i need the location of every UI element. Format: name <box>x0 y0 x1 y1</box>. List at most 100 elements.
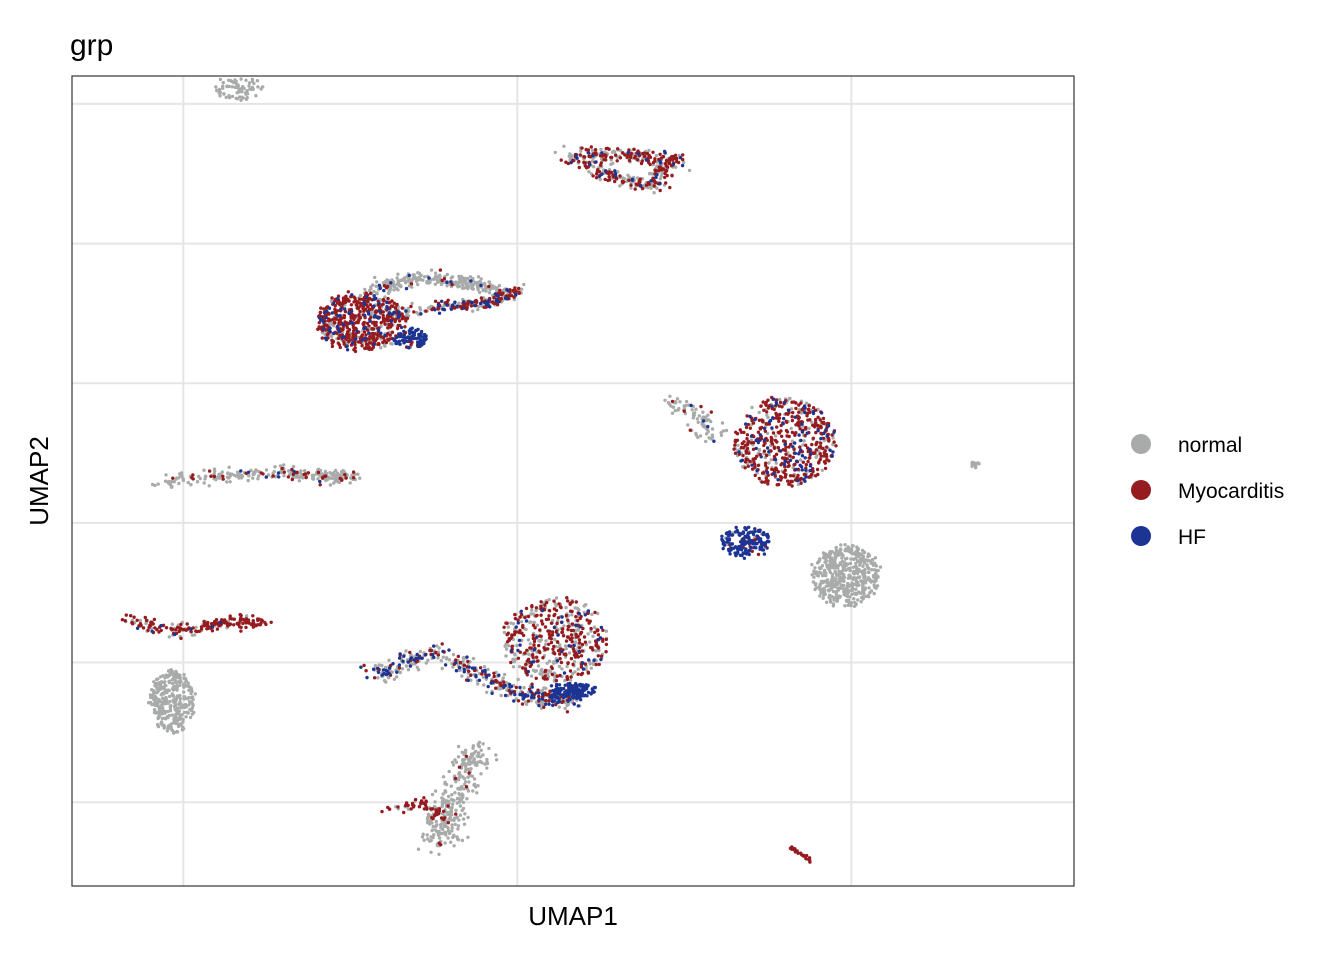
point-myocarditis-c3-arm <box>517 286 521 291</box>
point-normal-c7-stem <box>448 816 452 820</box>
point-myocarditis-c2 <box>670 154 674 159</box>
point-normal-c8-left <box>684 399 689 404</box>
point-myocarditis-c3 <box>371 331 375 336</box>
point-myocarditis-c6 <box>578 641 582 645</box>
point-normal-c5-stem <box>167 673 172 677</box>
point-hf-c6 <box>556 633 560 637</box>
point-normal-c6-arm <box>486 667 490 672</box>
point-myocarditis-c5 <box>120 618 125 622</box>
point-normal-c7-stem <box>435 829 439 834</box>
point-myocarditis-c2 <box>613 179 617 184</box>
point-myocarditis-c6 <box>531 653 535 657</box>
point-hf-c3 <box>385 300 389 305</box>
point-myocarditis-c6 <box>524 606 529 611</box>
point-hf-c6 <box>592 658 596 662</box>
point-myocarditis-c6 <box>566 599 570 603</box>
point-hf-c3 <box>360 338 364 342</box>
point-normal-c3-top <box>470 286 474 290</box>
point-normal-c9 <box>828 559 832 563</box>
point-hf-c3-hf <box>406 335 410 339</box>
point-myocarditis-c6 <box>604 637 608 642</box>
point-myocarditis-c6-arm <box>561 699 565 704</box>
point-normal-c2 <box>635 176 640 180</box>
point-normal-c6 <box>502 630 507 635</box>
point-myocarditis-c3-top <box>450 282 454 287</box>
point-normal-c6-arm <box>424 661 428 665</box>
point-normal-c2 <box>629 186 633 190</box>
point-hf-c3 <box>367 331 371 335</box>
point-normal-c7-stem <box>437 852 441 856</box>
point-myocarditis-c8 <box>761 471 766 475</box>
point-myocarditis-c3-arm <box>513 286 517 290</box>
point-normal-c8-left <box>695 417 699 421</box>
point-myocarditis-c6-arm <box>520 702 525 706</box>
point-normal-c9 <box>818 582 822 587</box>
point-myocarditis-c8 <box>819 441 823 445</box>
point-myocarditis-c6 <box>557 602 561 606</box>
point-normal-c6 <box>545 661 549 665</box>
point-myocarditis-c8 <box>732 447 736 451</box>
point-normal-c7-stem <box>443 782 447 786</box>
point-normal-c6 <box>554 596 559 600</box>
point-normal-c6 <box>576 667 580 671</box>
point-myocarditis-c3 <box>376 341 381 346</box>
point-normal-c6 <box>539 669 543 673</box>
point-myocarditis-c8 <box>766 473 770 477</box>
point-normal-c6 <box>604 629 609 633</box>
point-myocarditis-c5 <box>141 626 146 630</box>
point-hf-c6-hf <box>562 686 566 691</box>
point-normal-c5-stem <box>160 716 164 721</box>
point-normal-c4 <box>186 480 190 485</box>
point-normal-c8-left <box>696 420 700 424</box>
point-hf-c3 <box>376 328 381 332</box>
point-hf-c6-arm <box>447 648 451 652</box>
point-normal-c5-stem <box>163 717 168 721</box>
point-normal-c9 <box>861 597 865 601</box>
point-myocarditis-c3 <box>391 304 395 308</box>
point-normal-c9 <box>834 556 838 560</box>
point-myocarditis-c6 <box>516 618 520 622</box>
point-normal-c5-stem <box>155 704 159 708</box>
point-normal-c7-stem <box>450 760 455 764</box>
point-normal-c7-stem <box>465 767 470 772</box>
point-normal-c7-stem <box>441 775 446 779</box>
point-myocarditis-c2 <box>634 182 638 186</box>
point-myocarditis-c3-arm <box>402 316 407 320</box>
point-hf-c6-arm <box>401 659 405 663</box>
point-myocarditis-c5 <box>179 622 183 627</box>
point-myocarditis-c3-top <box>409 282 414 286</box>
point-hf-c4 <box>277 475 281 479</box>
point-hf-c6-arm <box>484 675 489 679</box>
point-normal-c3-top <box>374 284 378 288</box>
point-normal-c7-stem <box>457 818 461 822</box>
point-hf-c6-arm <box>432 644 436 648</box>
point-normal-c6 <box>560 667 564 671</box>
point-myocarditis-c6 <box>523 667 528 671</box>
point-normal-c3 <box>329 299 334 303</box>
point-normal-c9 <box>826 588 831 592</box>
point-myocarditis-c3 <box>329 318 333 322</box>
point-normal-c5-stem <box>158 712 162 717</box>
point-myocarditis-c8 <box>777 404 782 408</box>
point-normal-c9 <box>842 592 846 597</box>
point-myocarditis-c3 <box>381 319 386 323</box>
point-hf-c6-arm <box>521 697 525 701</box>
point-normal-c8-left <box>719 433 724 437</box>
point-normal-c8-left <box>696 435 700 440</box>
point-myocarditis-c8 <box>777 431 782 435</box>
point-myocarditis-c5 <box>215 627 220 631</box>
point-normal-c9 <box>869 589 874 593</box>
point-myocarditis-c4 <box>207 469 212 473</box>
point-myocarditis-c3 <box>366 305 370 309</box>
point-hf-c6-arm <box>376 666 380 670</box>
point-hf-c6 <box>555 659 560 663</box>
point-normal-c9 <box>861 584 865 588</box>
point-myocarditis-c3 <box>379 321 383 325</box>
point-normal-c7-stem <box>447 769 451 774</box>
point-normal-c7-stem <box>443 821 447 825</box>
point-normal-c6-arm <box>380 663 384 668</box>
point-myocarditis-c6-arm <box>429 648 434 653</box>
point-normal-c3-top <box>372 289 376 294</box>
point-normal-c8-left <box>707 418 711 422</box>
point-normal-c6 <box>527 620 532 624</box>
